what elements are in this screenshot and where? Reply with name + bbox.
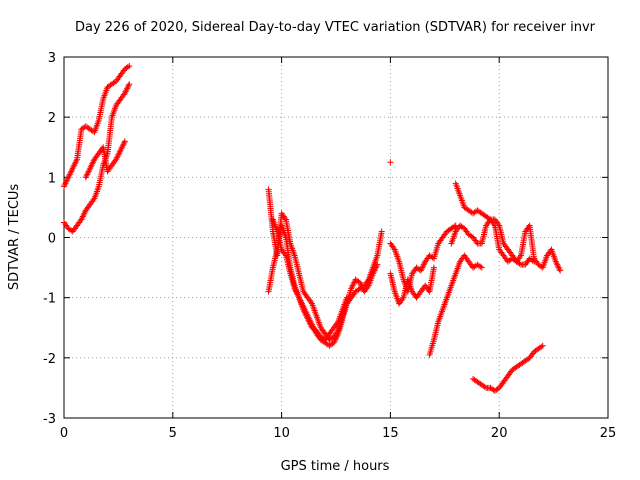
data-point — [557, 267, 564, 274]
data-point — [478, 264, 485, 271]
y-tick-label: -1 — [43, 292, 56, 307]
data-point — [343, 294, 350, 301]
data-point — [468, 233, 475, 240]
chart-title: Day 226 of 2020, Sidereal Day-to-day VTE… — [75, 20, 596, 35]
data-point — [477, 263, 484, 270]
x-tick-label: 15 — [382, 426, 399, 441]
data-point — [494, 385, 501, 392]
data-point — [121, 138, 128, 145]
data-point — [111, 79, 118, 86]
data-point — [538, 343, 545, 350]
data-points — [61, 63, 564, 394]
data-point — [481, 383, 488, 390]
data-point — [126, 81, 133, 88]
x-tick-label: 5 — [169, 426, 177, 441]
y-tick-label: 0 — [48, 232, 56, 247]
data-point — [539, 342, 546, 349]
y-tick-label: 2 — [48, 111, 56, 126]
data-point — [516, 260, 523, 267]
x-tick-label: 25 — [600, 426, 617, 441]
y-tick-label: -2 — [43, 352, 56, 367]
data-point — [387, 159, 394, 166]
x-tick-label: 20 — [491, 426, 508, 441]
data-point — [124, 64, 131, 71]
y-axis-label: SDTVAR / TECUs — [7, 184, 22, 291]
data-point — [68, 227, 75, 234]
data-point — [525, 355, 532, 362]
grid-lines — [64, 57, 608, 418]
x-tick-label: 0 — [60, 426, 68, 441]
x-tick-label: 10 — [273, 426, 290, 441]
data-point — [529, 257, 536, 264]
x-axis-label: GPS time / hours — [281, 459, 390, 474]
data-point — [374, 261, 381, 268]
axis-ticks: 0 5 10 15 20 25 -3 -2 -1 0 1 2 3 — [43, 51, 616, 441]
data-point — [451, 223, 458, 230]
y-tick-label: -3 — [43, 412, 56, 427]
data-point — [378, 228, 385, 235]
data-point — [320, 335, 327, 342]
y-tick-label: 3 — [48, 51, 56, 66]
data-point — [311, 326, 318, 333]
data-point — [126, 63, 133, 70]
y-tick-label: 1 — [48, 171, 56, 186]
data-point — [430, 264, 437, 271]
data-point — [459, 224, 466, 231]
data-point — [531, 258, 538, 265]
